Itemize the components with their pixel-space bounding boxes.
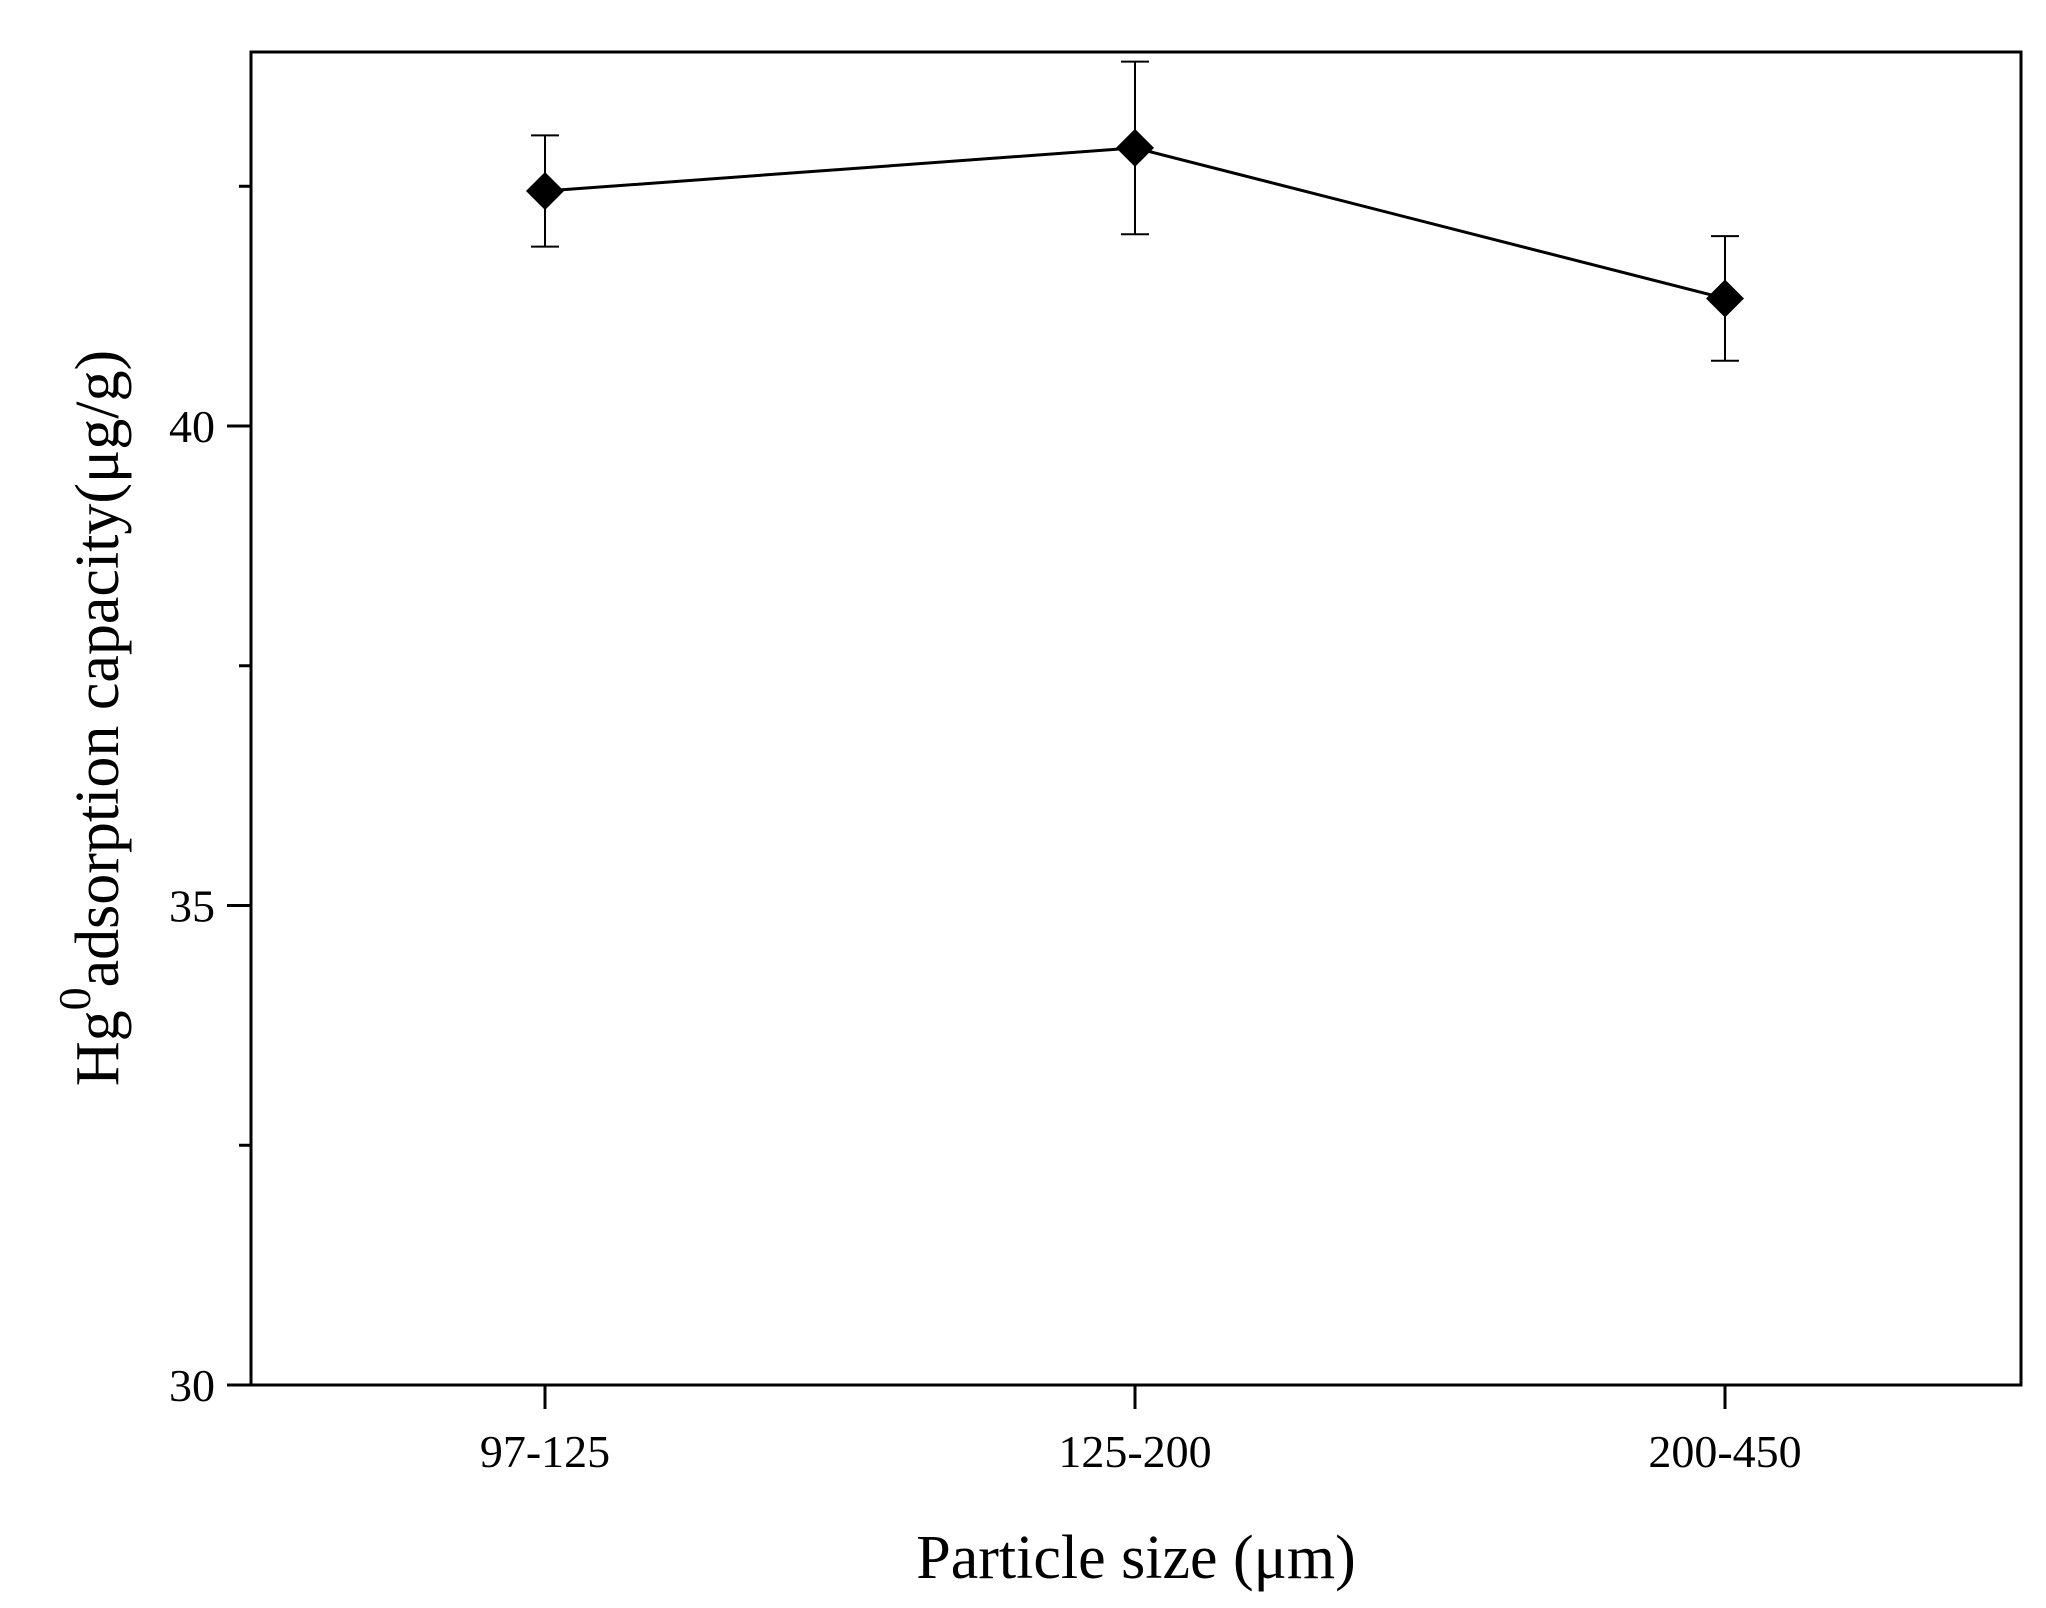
y-axis-title-suffix: adsorption capacity(μg/g) [64, 350, 132, 988]
y-tick-label: 40 [169, 401, 215, 452]
x-tick-label: 200-450 [1648, 1426, 1801, 1477]
y-tick-label: 35 [169, 881, 215, 932]
y-axis-title-prefix: Hg [64, 1010, 132, 1086]
y-tick-label: 30 [169, 1360, 215, 1411]
x-tick-label: 125-200 [1058, 1426, 1211, 1477]
x-axis-title: Particle size (μm) [916, 1524, 1356, 1592]
data-point-marker [1116, 128, 1154, 167]
y-axis-title-superscript: 0 [49, 987, 100, 1010]
data-point-marker [526, 172, 564, 211]
plot-frame [249, 50, 2023, 1387]
x-tick-label: 97-125 [480, 1426, 610, 1477]
series-layer [526, 60, 1744, 362]
y-axis-ticks: 30 35 40 [169, 184, 251, 1411]
y-axis-title: Hg0adsorption capacity(μg/g) [49, 350, 132, 1086]
data-point-marker [1706, 279, 1744, 318]
x-axis-ticks: 97-125 125-200 200-450 [480, 1385, 1802, 1477]
